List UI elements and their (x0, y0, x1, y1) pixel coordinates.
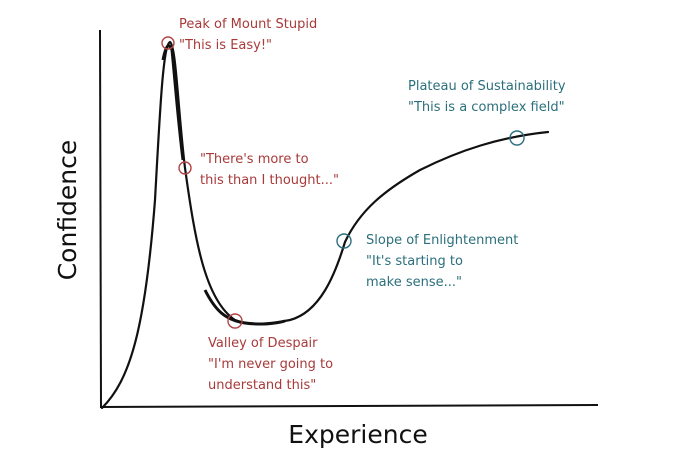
annotation-line: "There's more to (200, 152, 309, 167)
annotation-line: Valley of Despair (208, 336, 318, 351)
confidence-curve (100, 40, 550, 410)
annotation-line: "It's starting to (366, 254, 463, 269)
annotation-line: Slope of Enlightenment (366, 233, 518, 248)
x-axis (99, 404, 599, 408)
marker (161, 36, 175, 50)
annotation-line: Plateau of Sustainability (408, 79, 566, 94)
annotation-line: Peak of Mount Stupid (179, 17, 317, 32)
annotation-line: understand this" (208, 378, 316, 393)
annotation-line: "This is a complex field" (408, 100, 565, 115)
curve-thick (203, 289, 286, 326)
annotation-line: this than I thought..." (200, 173, 339, 188)
marker (336, 233, 352, 249)
y-axis (99, 29, 102, 409)
marker (509, 130, 525, 146)
x-axis-label: Experience (288, 420, 427, 449)
marker (227, 313, 243, 329)
curve-thick (161, 44, 185, 161)
annotation-line: "I'm never going to (208, 357, 333, 372)
marker (178, 161, 192, 175)
annotation-line: "This is Easy!" (179, 38, 272, 53)
annotation-line: make sense..." (366, 275, 462, 290)
y-axis-label: Confidence (53, 140, 82, 281)
